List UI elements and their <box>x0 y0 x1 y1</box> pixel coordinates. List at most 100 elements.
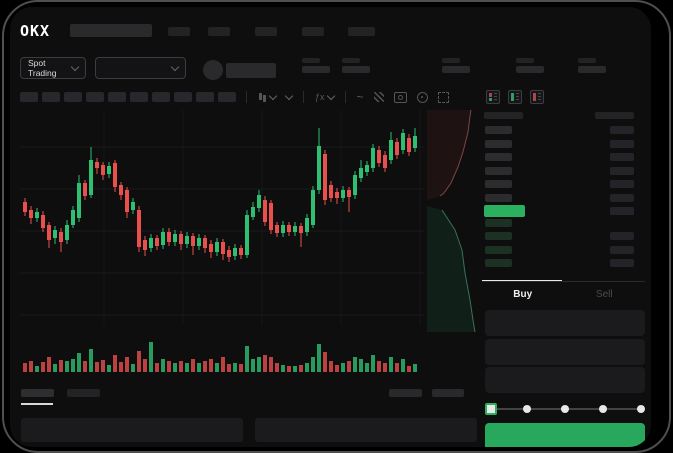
timeframe-buttons <box>20 92 240 102</box>
chart-type-button[interactable] <box>258 91 278 102</box>
timeframe-button[interactable] <box>130 92 148 102</box>
slider-stop[interactable] <box>523 405 531 413</box>
bid-price-bar[interactable] <box>485 246 512 254</box>
ask-price-bar[interactable] <box>485 167 512 175</box>
bottom-tab-active[interactable] <box>21 389 54 397</box>
market-type-dropdown[interactable]: Spot Trading <box>20 57 86 79</box>
total-input[interactable] <box>485 367 645 393</box>
bid-price-bar[interactable] <box>485 232 512 240</box>
chevron-down-icon <box>70 62 80 72</box>
tab-sell[interactable]: Sell <box>595 288 613 300</box>
timeframe-button[interactable] <box>218 92 236 102</box>
divider <box>303 91 304 103</box>
candlestick-chart[interactable] <box>20 110 424 378</box>
bottom-tab[interactable] <box>67 389 100 397</box>
divider <box>344 91 346 103</box>
timeframe-button[interactable] <box>108 92 126 102</box>
expand-icon <box>437 91 449 103</box>
stat-label <box>342 58 360 63</box>
ask-amount-bar[interactable] <box>610 153 634 161</box>
fullscreen-button[interactable] <box>437 91 449 103</box>
stat-label <box>578 58 596 63</box>
ask-amount-bar[interactable] <box>610 180 634 188</box>
slider-stop[interactable] <box>599 405 607 413</box>
stat-label <box>516 58 534 63</box>
ask-price-bar[interactable] <box>485 126 512 134</box>
open-orders-row <box>255 418 477 442</box>
ask-amount-bar[interactable] <box>610 194 634 202</box>
bid-price-bar[interactable] <box>485 259 512 267</box>
stat-value <box>442 66 470 73</box>
timeframe-button[interactable] <box>64 92 82 102</box>
ask-price-bar[interactable] <box>485 180 512 188</box>
orderbook-header-price <box>484 112 523 119</box>
orderbook-mode-both-icon[interactable] <box>486 90 500 104</box>
bid-price-bar[interactable] <box>485 219 512 227</box>
divider <box>246 91 247 103</box>
amount-input[interactable] <box>485 339 645 365</box>
timeframe-button[interactable] <box>42 92 60 102</box>
bid-amount-bar[interactable] <box>610 259 634 267</box>
timeframe-button[interactable] <box>86 92 104 102</box>
nav-item[interactable] <box>302 27 324 36</box>
ask-price-bar[interactable] <box>485 140 512 148</box>
tab-buy[interactable]: Buy <box>513 288 533 300</box>
timeframe-button[interactable] <box>152 92 170 102</box>
gear-icon <box>416 91 428 103</box>
orderbook-amount-bar <box>610 207 634 215</box>
chevron-down-icon <box>170 62 180 72</box>
snapshot-button[interactable] <box>393 91 407 103</box>
slider-stop[interactable] <box>637 405 645 413</box>
nav-item[interactable] <box>208 27 230 36</box>
candlestick-icon <box>258 92 267 102</box>
slider-stop[interactable] <box>561 405 569 413</box>
stat-label <box>302 58 320 63</box>
ask-price-bar[interactable] <box>485 153 512 161</box>
bottom-action[interactable] <box>389 389 422 397</box>
interval-dropdown[interactable] <box>284 91 294 101</box>
market-type-label: Spot Trading <box>28 58 57 78</box>
last-price-placeholder <box>226 63 276 78</box>
timeframe-button[interactable] <box>174 92 192 102</box>
orderbook-header-amount <box>595 112 634 119</box>
bottom-tab-underline <box>21 403 53 405</box>
depth-chart[interactable] <box>427 110 480 332</box>
indicators-button[interactable]: ƒx <box>315 91 335 102</box>
timeframe-button[interactable] <box>196 92 214 102</box>
orderbook-last-price[interactable] <box>484 205 525 217</box>
pair-selector-dropdown[interactable] <box>95 57 186 79</box>
orderbook-mode-bids-icon[interactable] <box>508 90 522 104</box>
stat-value <box>342 66 370 73</box>
stat-value <box>302 66 330 73</box>
nav-search-placeholder[interactable] <box>70 24 152 37</box>
slider-handle[interactable] <box>485 403 497 415</box>
ask-price-bar[interactable] <box>485 194 512 202</box>
ask-amount-bar[interactable] <box>610 140 634 148</box>
draw-tool-button[interactable] <box>373 92 384 102</box>
nav-item[interactable] <box>348 27 375 36</box>
bid-amount-bar[interactable] <box>610 232 634 240</box>
open-orders-row <box>21 418 243 442</box>
chevron-down-icon <box>326 91 335 101</box>
chevron-down-icon <box>284 91 294 101</box>
trade-tabs: Buy Sell <box>482 281 645 306</box>
nav-item[interactable] <box>255 27 277 36</box>
bid-amount-bar[interactable] <box>610 246 634 254</box>
okx-logo: OKX <box>20 22 51 40</box>
ask-amount-bar[interactable] <box>610 126 634 134</box>
stat-value <box>578 66 606 73</box>
timeframe-button[interactable] <box>20 92 38 102</box>
settings-button[interactable] <box>416 91 428 103</box>
indicators-fx-icon: ƒx <box>315 92 325 102</box>
buy-submit-button[interactable] <box>485 423 645 447</box>
coin-avatar <box>203 60 223 80</box>
line-tool-button[interactable]: ~ <box>356 90 364 104</box>
bottom-action[interactable] <box>432 389 464 397</box>
price-input[interactable] <box>485 310 645 336</box>
line-icon: ~ <box>356 90 364 104</box>
ask-amount-bar[interactable] <box>610 167 634 175</box>
nav-item[interactable] <box>168 27 190 36</box>
orderbook-mode-asks-icon[interactable] <box>530 90 544 104</box>
